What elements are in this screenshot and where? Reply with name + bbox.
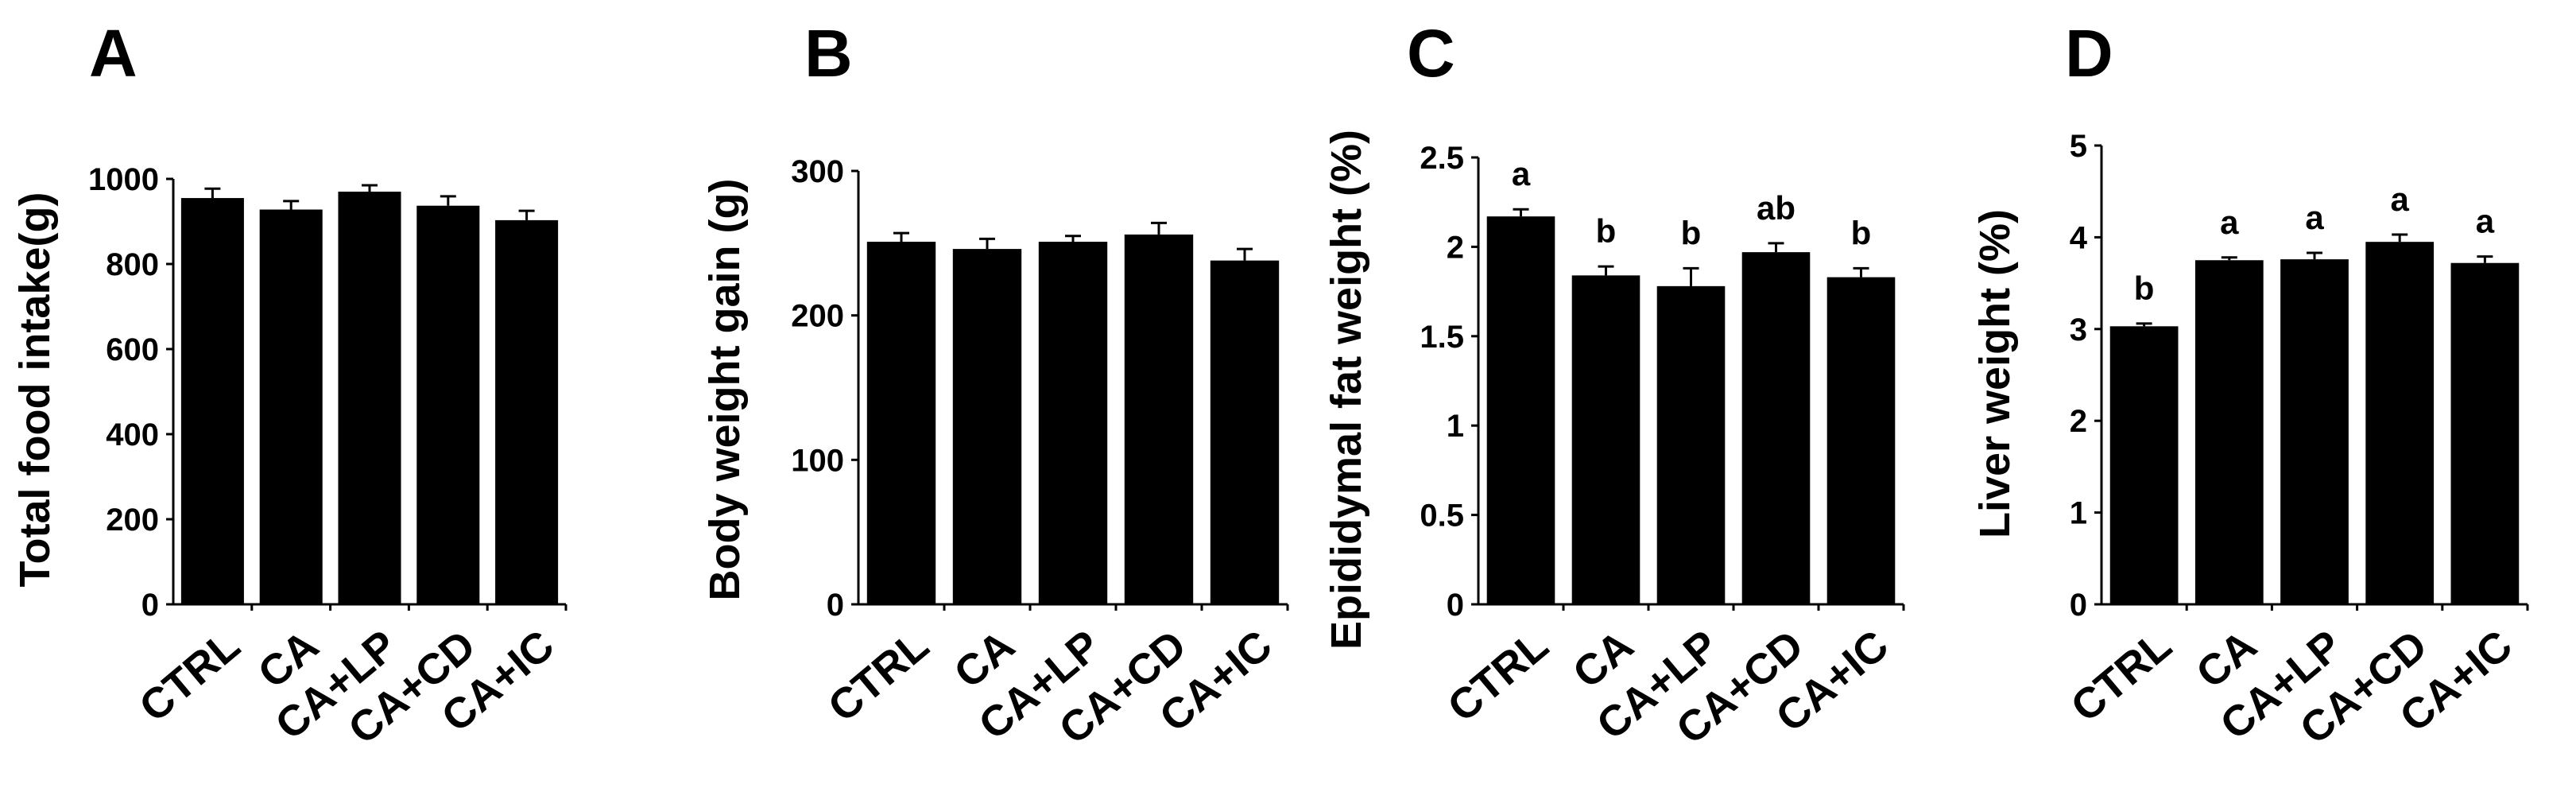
bar: [1826, 277, 1896, 604]
bar: [1486, 216, 1555, 604]
y-tick-label: 1: [2070, 496, 2087, 531]
chart-panel-d: D Liver weight (%)012345CTRLbCAaCA+LPaCA…: [1971, 16, 2529, 754]
bar: [495, 219, 559, 604]
y-tick-label: 300: [791, 154, 844, 189]
bar: [1210, 260, 1280, 604]
y-tick-label: 400: [106, 417, 159, 452]
y-tick-label: 600: [106, 332, 159, 367]
y-tick-label: 800: [106, 247, 159, 282]
y-tick-label: 4: [2070, 220, 2088, 255]
significance-letter: a: [2305, 199, 2324, 236]
category-label: CTRL: [819, 621, 938, 732]
y-tick-label: 100: [791, 443, 844, 478]
y-tick-label: 0: [1447, 588, 1464, 623]
significance-letter: ab: [1757, 189, 1795, 227]
y-tick-label: 5: [2070, 129, 2087, 164]
y-tick-label: 2: [2070, 404, 2087, 439]
significance-letter: a: [1512, 155, 1531, 192]
bar: [259, 209, 323, 604]
y-tick-label: 0: [141, 588, 159, 623]
chart-panel-c: C Epididymal fat weight (%) 0 0.5 1 1.5 2 2.5 C…: [1323, 16, 1905, 754]
category-label: CTRL: [1439, 621, 1557, 732]
y-axis-label: Epididymal fat weight (%): [1323, 130, 1370, 650]
y-tick-label: 0: [827, 588, 844, 623]
y-tick-label: 2.5: [1420, 141, 1464, 176]
y-tick-label: 2: [1447, 230, 1464, 265]
y-tick-label: 1: [1447, 409, 1464, 444]
y-axis-label: Total food intake(g): [11, 192, 59, 588]
significance-letter: b: [1851, 214, 1872, 251]
bar: [2194, 260, 2264, 604]
y-axis-label: Liver weight (%): [1971, 209, 2019, 538]
panel-letter-d: D: [2065, 16, 2113, 91]
panel-letter-a: A: [89, 16, 138, 91]
bar: [952, 249, 1022, 604]
bar: [180, 198, 244, 604]
bar: [1038, 242, 1108, 604]
category-label: CTRL: [2062, 621, 2180, 732]
significance-letter: a: [2391, 181, 2410, 218]
bar: [2365, 242, 2435, 604]
bar: [2280, 259, 2349, 604]
bar: [416, 205, 480, 604]
significance-letter: a: [2476, 203, 2495, 240]
y-tick-label: 0.5: [1420, 499, 1464, 534]
bar: [338, 192, 401, 605]
y-axis-label: Body weight gain (g): [701, 179, 749, 601]
significance-letter: b: [1596, 212, 1617, 250]
bar: [1656, 285, 1726, 604]
y-tick-label: 1000: [88, 162, 159, 197]
bar: [1571, 275, 1641, 604]
category-label: CTRL: [130, 621, 249, 732]
bar: [2450, 262, 2520, 604]
panel-letter-b: B: [804, 16, 853, 91]
bar: [866, 242, 936, 604]
y-tick-label: 1.5: [1420, 320, 1464, 355]
y-tick-label: 3: [2070, 312, 2087, 347]
significance-letter: a: [2220, 204, 2239, 241]
bar: [1741, 252, 1811, 604]
panel-letter-c: C: [1407, 16, 1455, 91]
y-tick-label: 0: [2070, 588, 2087, 623]
chart-panel-a: A Total food intake(g) 0 200 400 600 800 1000 C…: [11, 16, 567, 754]
bar: [2109, 326, 2179, 604]
y-tick-label: 200: [791, 299, 844, 334]
significance-letter: b: [2134, 270, 2155, 307]
bar: [1124, 234, 1194, 604]
y-tick-label: 200: [106, 503, 159, 538]
significance-letter: b: [1681, 214, 1702, 251]
